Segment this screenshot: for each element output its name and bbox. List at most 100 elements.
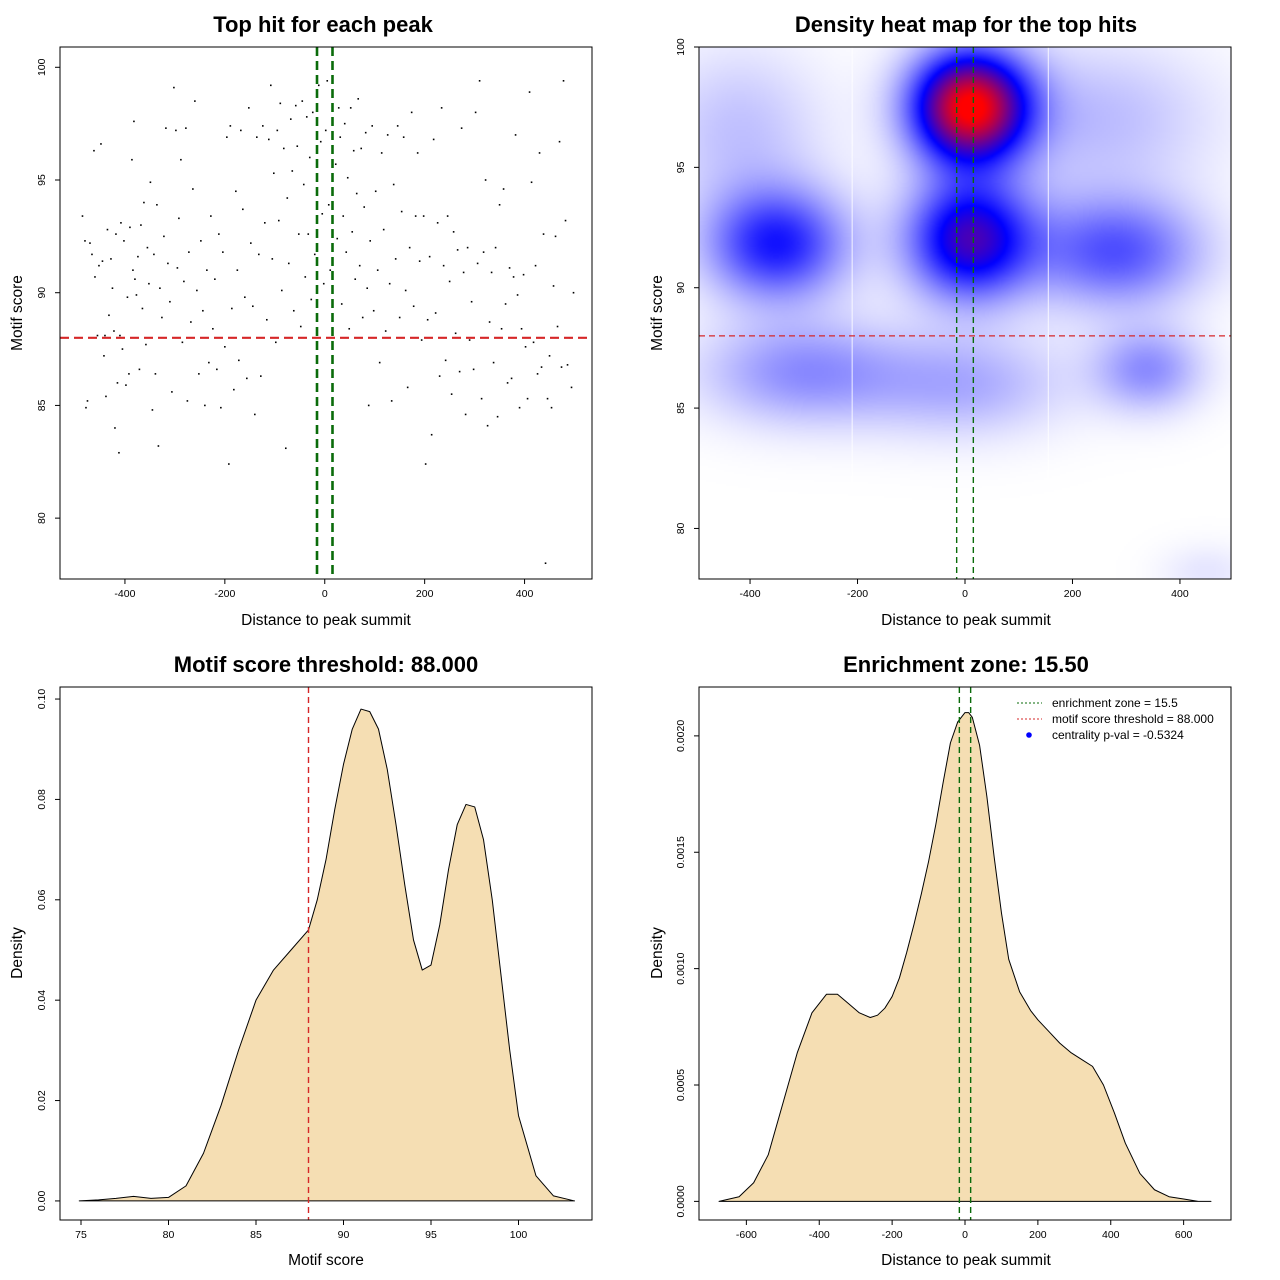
scatter-y-axis: 80 85 90 95 100 [36, 58, 60, 524]
scatter-point [342, 215, 345, 217]
scatter-point [554, 235, 557, 238]
scatter-point [371, 125, 374, 127]
scatter-point [126, 296, 129, 299]
scatter-point [190, 321, 192, 323]
scatter-point [454, 332, 457, 335]
scatter-point [104, 334, 106, 337]
scatter-point [178, 217, 180, 220]
scatter-point [460, 127, 463, 129]
distance-ytick-label: 0.0015 [675, 836, 687, 868]
scatter-point [416, 152, 419, 154]
scatter-point [540, 366, 543, 368]
scatter-point [274, 341, 277, 344]
scatter-point [432, 138, 435, 141]
scatter-point [154, 373, 157, 375]
scatter-point [279, 102, 282, 105]
scatter-point [428, 255, 431, 258]
scatter-point [349, 107, 352, 109]
scatter-point [404, 289, 407, 292]
scatter-point [149, 181, 152, 184]
scatter-point [133, 120, 135, 123]
scatter-point [276, 129, 279, 132]
scatter-point [289, 118, 292, 120]
scatter-point [438, 375, 441, 377]
scatter-point [408, 246, 411, 249]
scatter-point [378, 361, 381, 364]
distance-ytick-label: 0.0010 [675, 952, 687, 984]
scatter-point [181, 341, 184, 344]
scatter-point [496, 415, 499, 418]
scatter-point [518, 406, 521, 409]
scatter-point [376, 269, 379, 271]
scatter-point [486, 424, 489, 427]
scatter-point [364, 131, 367, 134]
scatter-point [444, 359, 447, 362]
scatter-point [528, 91, 531, 93]
scatter-point [180, 158, 182, 161]
scatter-point [296, 145, 299, 147]
scatter-point [125, 384, 127, 386]
scatter-point [468, 339, 471, 341]
scatter-point [430, 433, 433, 436]
scatter-point [264, 222, 266, 224]
scatter-point [250, 242, 252, 244]
heatmap-ytick-label: 100 [675, 38, 687, 56]
scatter-point [380, 152, 383, 154]
score-xtick-label: 85 [250, 1229, 262, 1241]
scatter-point [84, 240, 86, 242]
scatter-point [480, 397, 483, 400]
scatter-point [358, 264, 361, 267]
scatter-point [153, 253, 155, 256]
scatter-point [354, 278, 357, 280]
scatter-point [434, 312, 437, 314]
scatter-point [291, 170, 294, 172]
scatter-point [546, 397, 549, 400]
legend-zone-label: enrichment zone = 15.5 [1052, 696, 1178, 710]
distance-y-label: Density [649, 927, 666, 979]
scatter-point [297, 233, 300, 235]
scatter-point [334, 163, 337, 166]
scatter-point [478, 80, 481, 82]
score-xtick-label: 100 [510, 1229, 528, 1241]
scatter-point [343, 122, 346, 125]
score-y-label: Density [9, 927, 26, 979]
scatter-point [110, 258, 112, 260]
scatter-point [538, 152, 541, 154]
scatter-plot-frame [59, 46, 593, 580]
score-density-title: Motif score threshold: 88.000 [174, 652, 478, 677]
scatter-point [299, 325, 302, 328]
scatter-point [196, 289, 198, 292]
scatter-point [357, 98, 360, 100]
scatter-point [345, 251, 348, 253]
scatter-point [277, 219, 280, 222]
scatter-point [220, 406, 222, 409]
scatter-point [514, 134, 517, 136]
scatter-point [374, 190, 377, 193]
heatmap-xtick-label: 0 [962, 588, 968, 600]
scatter-point [560, 366, 563, 368]
scatter-point [81, 215, 84, 217]
scatter-point [317, 84, 320, 87]
scatter-point [161, 316, 163, 319]
scatter-point [286, 197, 289, 199]
scatter-point [488, 321, 491, 323]
score-xtick-label: 75 [75, 1229, 87, 1241]
scatter-point [361, 316, 364, 319]
scatter-point [169, 300, 171, 303]
scatter-point [120, 222, 122, 224]
scatter-point [464, 413, 467, 416]
scatter-point [176, 267, 179, 269]
scatter-point [322, 282, 325, 285]
scatter-point [94, 276, 96, 278]
scatter-point [242, 208, 244, 211]
distance-xtick-label: 600 [1175, 1229, 1193, 1241]
scatter-point [550, 406, 553, 409]
score-ytick-label: 0.08 [36, 789, 48, 810]
scatter-point [506, 382, 509, 384]
score-density-curve [78, 708, 575, 1202]
scatter-point [502, 188, 505, 190]
distance-xtick-label: 0 [962, 1229, 968, 1241]
scatter-point [98, 264, 100, 267]
scatter-title: Top hit for each peak [213, 12, 433, 37]
